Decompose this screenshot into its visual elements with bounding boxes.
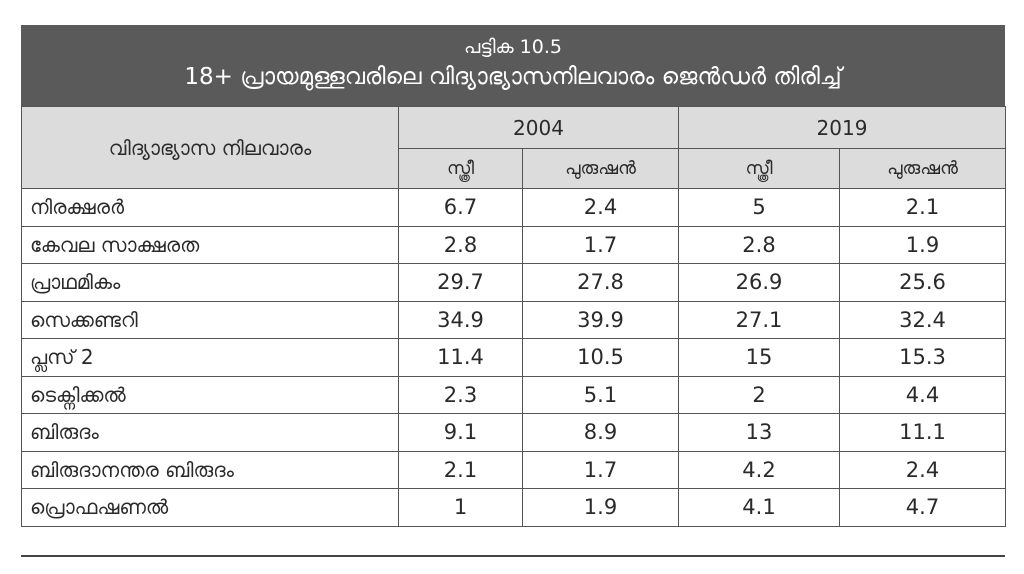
table-container: പട്ടിക 10.5 18+ പ്രായമുള്ളവരിലെ വിദ്യാഭ്…: [21, 25, 1006, 527]
value-cell: 27.8: [522, 263, 679, 302]
table-row: സെക്കണ്ടറി 34.9 39.9 27.1 32.4: [21, 300, 1006, 339]
value-cell: 8.9: [522, 413, 679, 452]
sub-header-female-2019: സ്ത്രീ: [678, 148, 840, 189]
category-cell: പ്രാഥമികം: [21, 263, 399, 302]
bottom-rule-divider: [21, 555, 1005, 557]
value-cell: 2.8: [398, 225, 523, 264]
year-header-2004: 2004: [398, 106, 679, 149]
table-row: കേവല സാക്ഷരത 2.8 1.7 2.8 1.9: [21, 225, 1006, 264]
table-row: പ്രൊഫഷണൽ 1 1.9 4.1 4.7: [21, 488, 1006, 527]
value-cell: 1.9: [839, 225, 1006, 264]
category-cell: ബിരുദാനന്തര ബിരുദം: [21, 450, 399, 489]
value-cell: 2.3: [398, 375, 523, 414]
value-cell: 2.4: [839, 450, 1006, 489]
value-cell: 9.1: [398, 413, 523, 452]
value-cell: 26.9: [678, 263, 840, 302]
value-cell: 4.7: [839, 488, 1006, 527]
value-cell: 4.1: [678, 488, 840, 527]
value-cell: 1.7: [522, 450, 679, 489]
value-cell: 29.7: [398, 263, 523, 302]
year-header-2019: 2019: [678, 106, 1006, 149]
value-cell: 10.5: [522, 338, 679, 377]
value-cell: 6.7: [398, 188, 523, 227]
value-cell: 1.9: [522, 488, 679, 527]
value-cell: 25.6: [839, 263, 1006, 302]
table-row: പ്രാഥമികം 29.7 27.8 26.9 25.6: [21, 263, 1006, 302]
education-table: വിദ്യാഭ്യാസ നിലവാരം 2004 2019 സ്ത്രീ പുര…: [21, 106, 1006, 527]
value-cell: 27.1: [678, 300, 840, 339]
sub-header-male-2019: പുരുഷൻ: [839, 148, 1006, 189]
value-cell: 1.7: [522, 225, 679, 264]
value-cell: 13: [678, 413, 840, 452]
category-cell: നിരക്ഷരർ: [21, 188, 399, 227]
value-cell: 34.9: [398, 300, 523, 339]
value-cell: 2: [678, 375, 840, 414]
sub-header-male-2004: പുരുഷൻ: [522, 148, 679, 189]
value-cell: 2.8: [678, 225, 840, 264]
table-row: പ്ലസ് 2 11.4 10.5 15 15.3: [21, 338, 1006, 377]
category-cell: സെക്കണ്ടറി: [21, 300, 399, 339]
value-cell: 5.1: [522, 375, 679, 414]
category-cell: പ്രൊഫഷണൽ: [21, 488, 399, 527]
value-cell: 4.2: [678, 450, 840, 489]
value-cell: 11.4: [398, 338, 523, 377]
header-row-years: വിദ്യാഭ്യാസ നിലവാരം 2004 2019: [21, 106, 1006, 189]
value-cell: 15.3: [839, 338, 1006, 377]
table-title: 18+ പ്രായമുള്ളവരിലെ വിദ്യാഭ്യാസനിലവാരം ജ…: [184, 64, 842, 90]
value-cell: 39.9: [522, 300, 679, 339]
value-cell: 2.4: [522, 188, 679, 227]
value-cell: 11.1: [839, 413, 1006, 452]
value-cell: 5: [678, 188, 840, 227]
row-header: വിദ്യാഭ്യാസ നിലവാരം: [21, 106, 399, 189]
table-row: ബിരുദം 9.1 8.9 13 11.1: [21, 413, 1006, 452]
value-cell: 15: [678, 338, 840, 377]
table-title-band: പട്ടിക 10.5 18+ പ്രായമുള്ളവരിലെ വിദ്യാഭ്…: [21, 25, 1005, 106]
category-cell: പ്ലസ് 2: [21, 338, 399, 377]
category-cell: കേവല സാക്ഷരത: [21, 225, 399, 264]
value-cell: 32.4: [839, 300, 1006, 339]
category-cell: ബിരുദം: [21, 413, 399, 452]
table-row: ടെക്നിക്കൽ 2.3 5.1 2 4.4: [21, 375, 1006, 414]
table-label: പട്ടിക 10.5: [464, 36, 562, 58]
value-cell: 2.1: [839, 188, 1006, 227]
table-row: ബിരുദാനന്തര ബിരുദം 2.1 1.7 4.2 2.4: [21, 450, 1006, 489]
value-cell: 1: [398, 488, 523, 527]
category-cell: ടെക്നിക്കൽ: [21, 375, 399, 414]
value-cell: 2.1: [398, 450, 523, 489]
header-row-gender: സ്ത്രീ പുരുഷൻ സ്ത്രീ പുരുഷൻ: [22, 148, 1006, 189]
sub-header-female-2004: സ്ത്രീ: [398, 148, 523, 189]
value-cell: 4.4: [839, 375, 1006, 414]
table-row: നിരക്ഷരർ 6.7 2.4 5 2.1: [21, 188, 1006, 227]
